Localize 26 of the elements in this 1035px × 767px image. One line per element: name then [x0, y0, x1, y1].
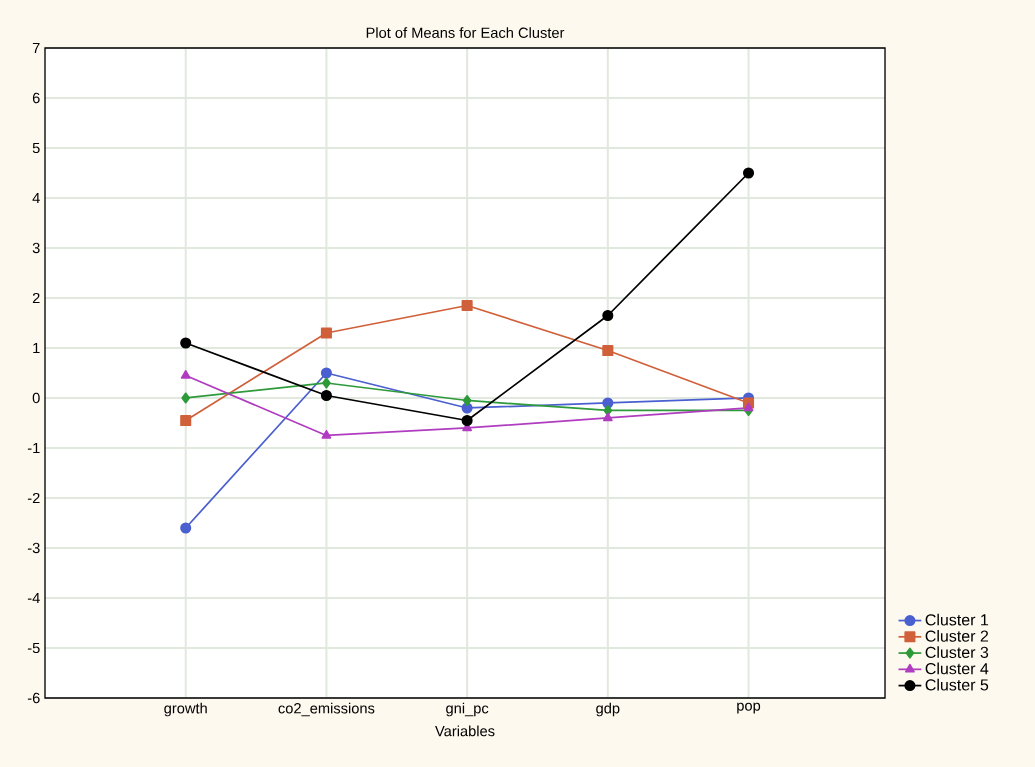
- legend-label: Cluster 2: [925, 630, 989, 642]
- x-tick-label: pop: [737, 702, 761, 714]
- y-tick-label: 5: [32, 142, 40, 154]
- y-tick-label: -5: [27, 642, 40, 654]
- legend-label: Cluster 5: [925, 678, 989, 691]
- x-tick-label: gdp: [596, 702, 620, 717]
- x-tick-label: growth: [164, 702, 207, 717]
- legend-label: Cluster 3: [925, 646, 989, 659]
- legend-label: Cluster 1: [925, 613, 989, 626]
- y-tick-label: 2: [32, 292, 40, 304]
- y-tick-label: -3: [27, 542, 40, 554]
- legend-label: Cluster 4: [925, 662, 989, 675]
- y-tick-label: 4: [32, 192, 40, 204]
- y-tick-label: 7: [32, 42, 40, 54]
- y-tick-label: 0: [32, 392, 40, 404]
- y-tick-label: -1: [27, 442, 40, 454]
- x-tick-label: gni_pc: [446, 702, 489, 717]
- y-tick-label: -2: [27, 492, 40, 504]
- y-tick-label: 6: [32, 92, 40, 104]
- y-tick-label: -4: [27, 592, 40, 604]
- x-tick-label: co2_emissions: [278, 702, 375, 717]
- chart-title: Plot of Means for Each Cluster: [366, 27, 565, 38]
- y-tick-label: -6: [27, 692, 40, 704]
- x-axis-title: Variables: [435, 725, 495, 737]
- y-tick-label: 1: [33, 342, 40, 354]
- y-tick-label: 3: [32, 242, 40, 254]
